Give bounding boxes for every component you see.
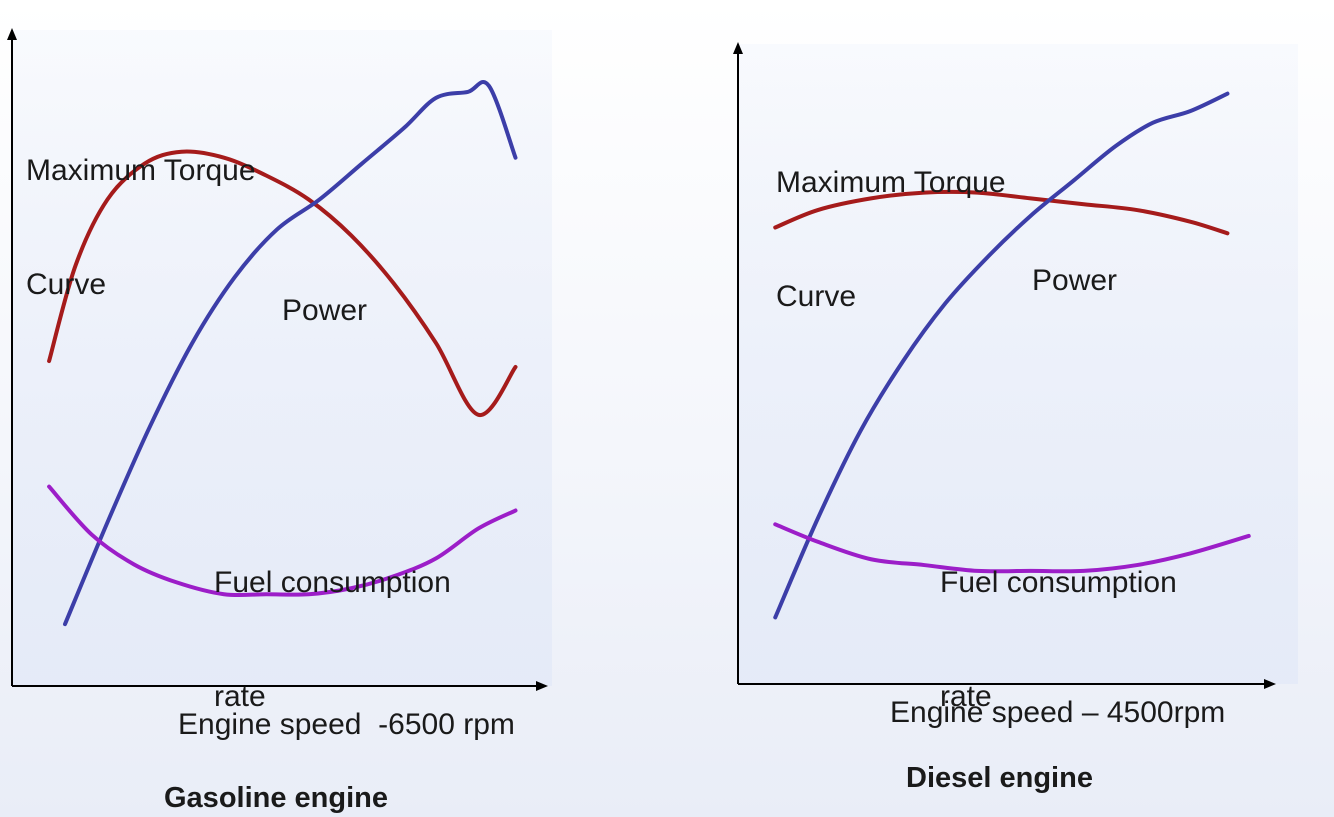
torque-label-line1: Maximum Torque [776, 166, 1006, 199]
diesel-engine-chart: Maximum Torque Curve Power Fuel consumpt… [680, 0, 1334, 817]
fuel-label-line1: Fuel consumption [940, 566, 1177, 599]
y-axis-arrow-icon [733, 42, 743, 54]
power-label: Power [1032, 264, 1118, 297]
maximum-torque-curve-line [773, 189, 1230, 236]
torque-curve-label: Maximum Torque Curve [776, 88, 1006, 392]
gasoline-engine-chart: Maximum Torque Curve Power Fuel consumpt… [0, 0, 620, 817]
torque-label-line2: Curve [776, 280, 857, 313]
torque-curve-label: Maximum Torque Curve [26, 76, 256, 380]
fuel-label-line1: Fuel consumption [214, 566, 451, 599]
torque-label-line2: Curve [26, 268, 107, 301]
gasoline-plot-area [7, 28, 548, 691]
y-axis-arrow-icon [7, 28, 17, 40]
fuel-label-line2: rate [940, 680, 992, 713]
chart-title: Diesel engine [906, 762, 1093, 794]
chart-background [738, 44, 1298, 684]
fuel-consumption-label: Fuel consumption rate [214, 488, 451, 792]
fuel-label-line2: rate [214, 680, 266, 713]
fuel-consumption-rate-line [773, 522, 1251, 574]
x-axis-label: Engine speed – 4500rpm [890, 696, 1226, 729]
diesel-plot-area [733, 42, 1276, 689]
fuel-consumption-label: Fuel consumption rate [940, 488, 1177, 792]
torque-label-line1: Maximum Torque [26, 154, 256, 187]
fuel-consumption-rate-line [47, 484, 518, 598]
chart-title: Gasoline engine [164, 782, 388, 814]
chart-background [12, 30, 552, 686]
x-axis-arrow-icon [536, 681, 548, 691]
maximum-torque-curve-line [47, 149, 518, 417]
power-label: Power [282, 294, 368, 327]
power-line [63, 80, 518, 627]
x-axis-arrow-icon [1264, 679, 1276, 689]
x-axis-label: Engine speed -6500 rpm [178, 708, 515, 741]
power-line [773, 91, 1230, 620]
